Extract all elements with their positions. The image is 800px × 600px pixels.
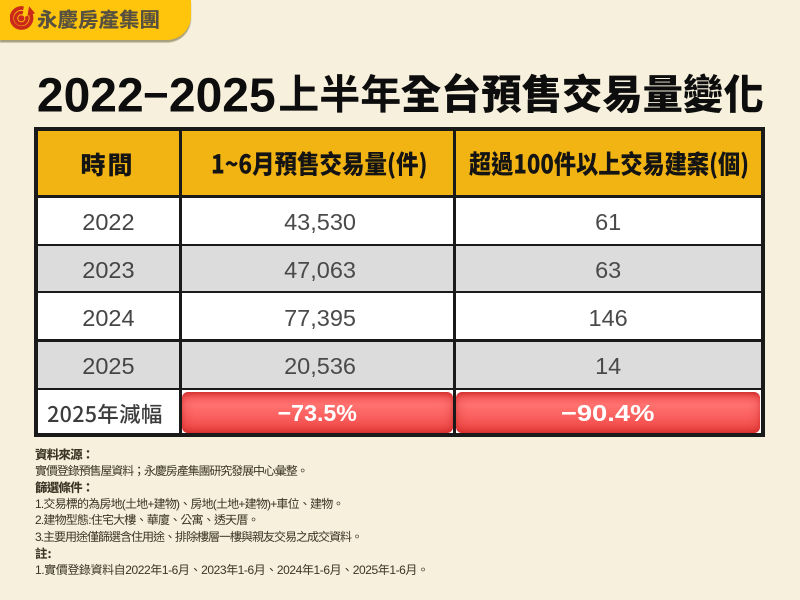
svg-text:上半年: 上半年	[278, 61, 401, 121]
svg-text:2022: 2022	[37, 70, 144, 123]
svg-text:2025: 2025	[169, 70, 276, 123]
svg-text:全台預售交易量變化: 全台預售交易量變化	[401, 61, 764, 121]
